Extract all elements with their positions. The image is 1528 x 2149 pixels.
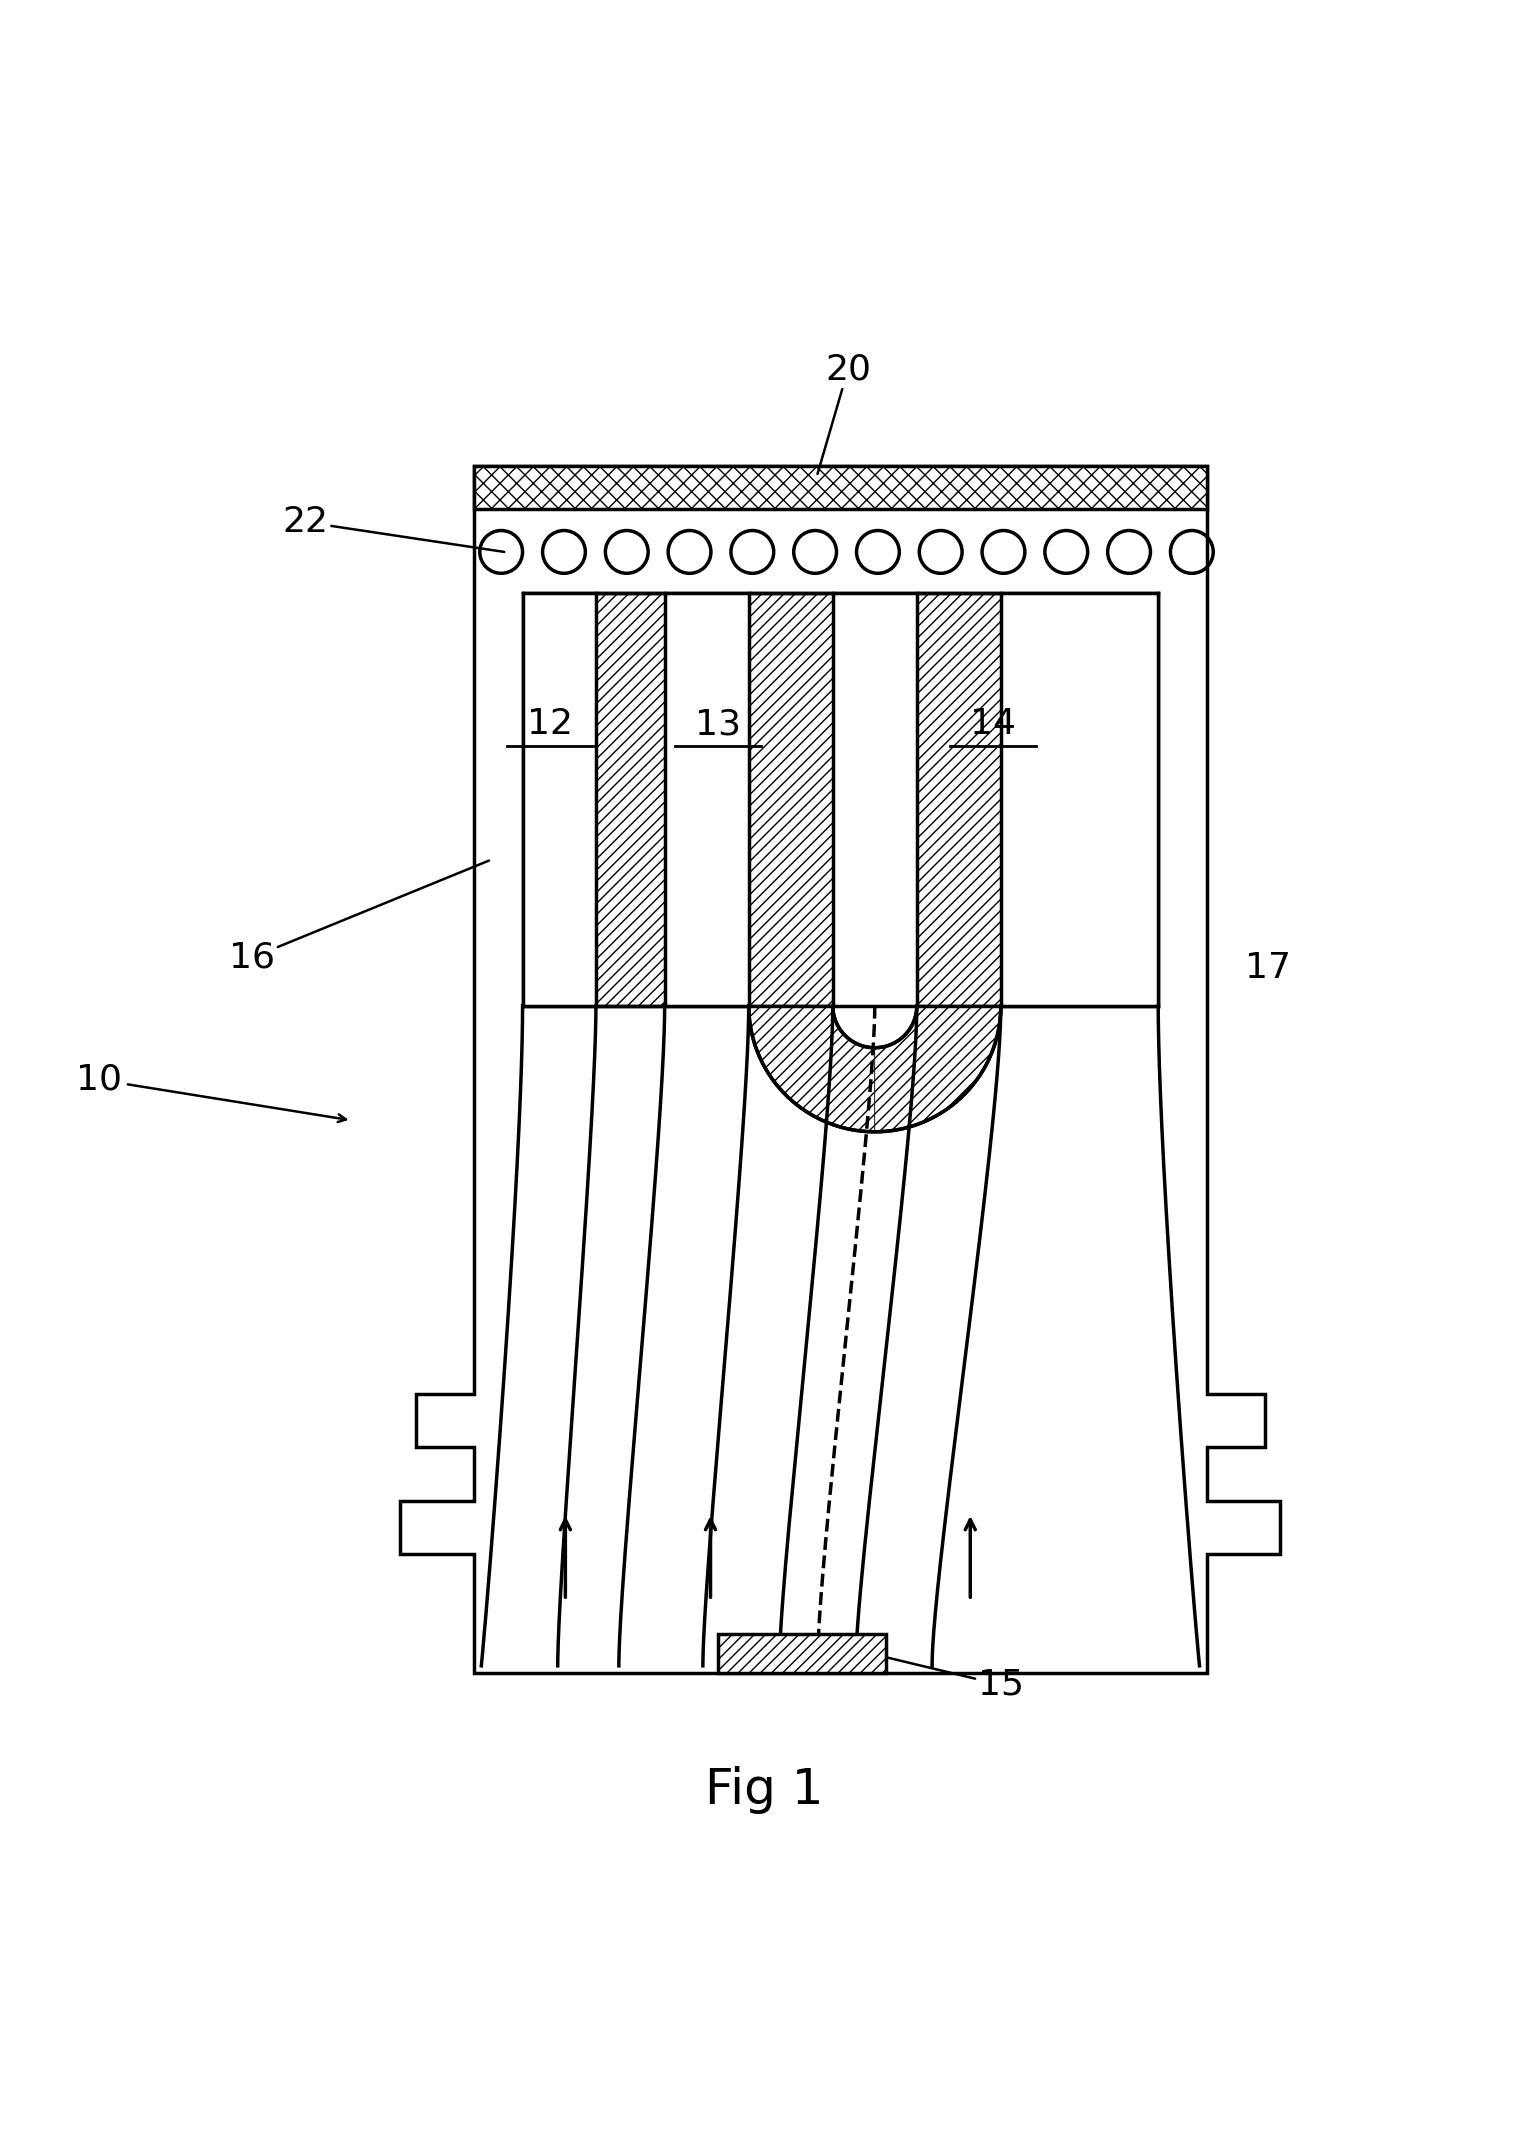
Bar [833, 593, 917, 1006]
Text: 12: 12 [527, 707, 573, 741]
Bar [474, 466, 1207, 509]
Text: 22: 22 [283, 505, 504, 552]
Text: Fig 1: Fig 1 [704, 1766, 824, 1814]
Bar [665, 593, 749, 1006]
Polygon shape [749, 1006, 874, 1133]
Text: 13: 13 [695, 707, 741, 741]
Text: 15: 15 [871, 1653, 1024, 1702]
Bar [523, 593, 1158, 1006]
Bar [523, 593, 596, 1006]
Text: 17: 17 [1245, 950, 1291, 984]
Bar [1001, 593, 1158, 1006]
Polygon shape [874, 1006, 1001, 1133]
Polygon shape [749, 1006, 1001, 1133]
Polygon shape [400, 466, 1280, 1674]
Bar [474, 466, 1207, 509]
Text: 20: 20 [817, 352, 871, 475]
Text: 16: 16 [229, 860, 489, 973]
Text: 14: 14 [970, 707, 1016, 741]
Bar [718, 1633, 886, 1674]
Bar [718, 1633, 886, 1674]
Bar [523, 593, 1158, 1006]
Text: 10: 10 [76, 1064, 345, 1122]
